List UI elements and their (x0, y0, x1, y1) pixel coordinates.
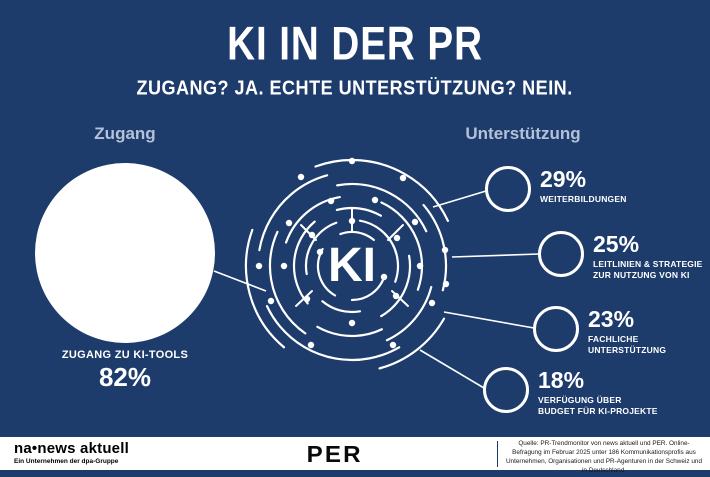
stat-label: FACHLICHE UNTERSTÜTZUNG (588, 334, 667, 356)
stat-item-fachliche-unterstuetzung: 23% FACHLICHE UNTERSTÜTZUNG (533, 306, 666, 356)
stat-item-weiterbildungen: 29% WEITERBILDUNGEN (485, 166, 627, 212)
stat-value: 29% (540, 166, 587, 192)
zugang-stat: ZUGANG ZU KI-TOOLS 82% (15, 349, 235, 393)
stat-value: 25% (593, 231, 640, 257)
stat-circle-icon (538, 231, 584, 277)
per-logo: PER (307, 441, 363, 467)
stat-value: 18% (538, 367, 585, 393)
section-label-zugang: Zugang (94, 124, 156, 143)
source-text: Quelle: PR-Trendmonitor von news aktuell… (505, 440, 703, 474)
stat-item-budget: 18% VERFÜGUNG ÜBER BUDGET FÜR KI-PROJEKT… (483, 367, 658, 417)
stat-label: WEITERBILDUNGEN (540, 194, 627, 204)
zugang-circle (35, 163, 215, 343)
stat-circle-icon (533, 306, 579, 352)
footer-bar (0, 437, 710, 470)
stat-circle-icon (485, 166, 531, 212)
ki-center-label: KI (328, 239, 376, 292)
stat-value: 23% (588, 306, 635, 332)
stat-label: LEITLINIEN & STRATEGIE ZUR NUTZUNG VON K… (593, 259, 703, 281)
page-subtitle: ZUGANG? JA. ECHTE UNTERSTÜTZUNG? NEIN. (136, 77, 574, 100)
zugang-stat-label: ZUGANG ZU KI-TOOLS (61, 349, 189, 361)
source-divider (497, 441, 498, 467)
page-title: KI IN DER PR (227, 17, 483, 70)
news-aktuell-logo: na•news aktuell (14, 440, 129, 457)
zugang-stat-value: 82% (98, 362, 152, 392)
news-aktuell-subline: Ein Unternehmen der dpa-Gruppe (14, 458, 119, 465)
stat-item-leitlinien: 25% LEITLINIEN & STRATEGIE ZUR NUTZUNG V… (538, 231, 703, 281)
section-label-unterstuetzung: Unterstützung (465, 124, 581, 143)
stat-label: VERFÜGUNG ÜBER BUDGET FÜR KI-PROJEKTE (538, 395, 658, 417)
stat-circle-icon (483, 367, 529, 413)
